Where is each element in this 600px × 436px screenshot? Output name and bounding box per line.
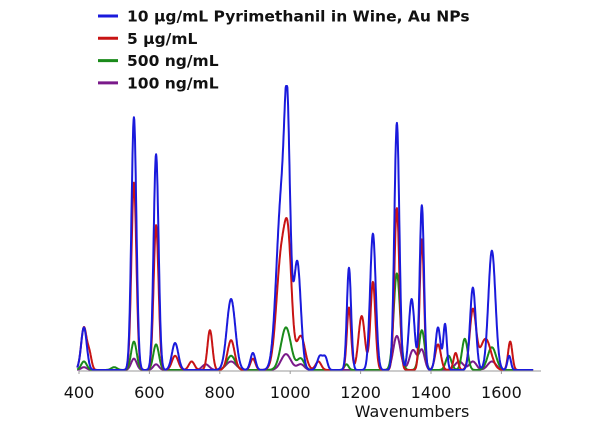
x-tick-label: 1600 (481, 383, 522, 402)
plot-area (76, 85, 534, 371)
x-axis-label: Wavenumbers (355, 402, 470, 421)
legend: 10 µg/mL Pyrimethanil in Wine, Au NPs 5 µ… (98, 8, 470, 92)
legend-label: 5 µg/mL (127, 30, 197, 48)
x-axis-ticks: 400 600 800 1000 1200 1400 1600 (64, 371, 522, 402)
series-line-4 (76, 334, 534, 371)
x-tick-label: 400 (64, 383, 95, 402)
x-tick-label: 800 (205, 383, 236, 402)
legend-label: 10 µg/mL Pyrimethanil in Wine, Au NPs (127, 8, 470, 26)
x-tick-label: 1400 (411, 383, 452, 402)
x-tick-label: 1200 (340, 383, 381, 402)
legend-label: 500 ng/mL (127, 52, 219, 70)
series-line-1 (76, 85, 534, 371)
legend-label: 100 ng/mL (127, 74, 219, 92)
x-tick-label: 1000 (270, 383, 311, 402)
series-line-2 (76, 181, 534, 371)
x-tick-label: 600 (134, 383, 165, 402)
